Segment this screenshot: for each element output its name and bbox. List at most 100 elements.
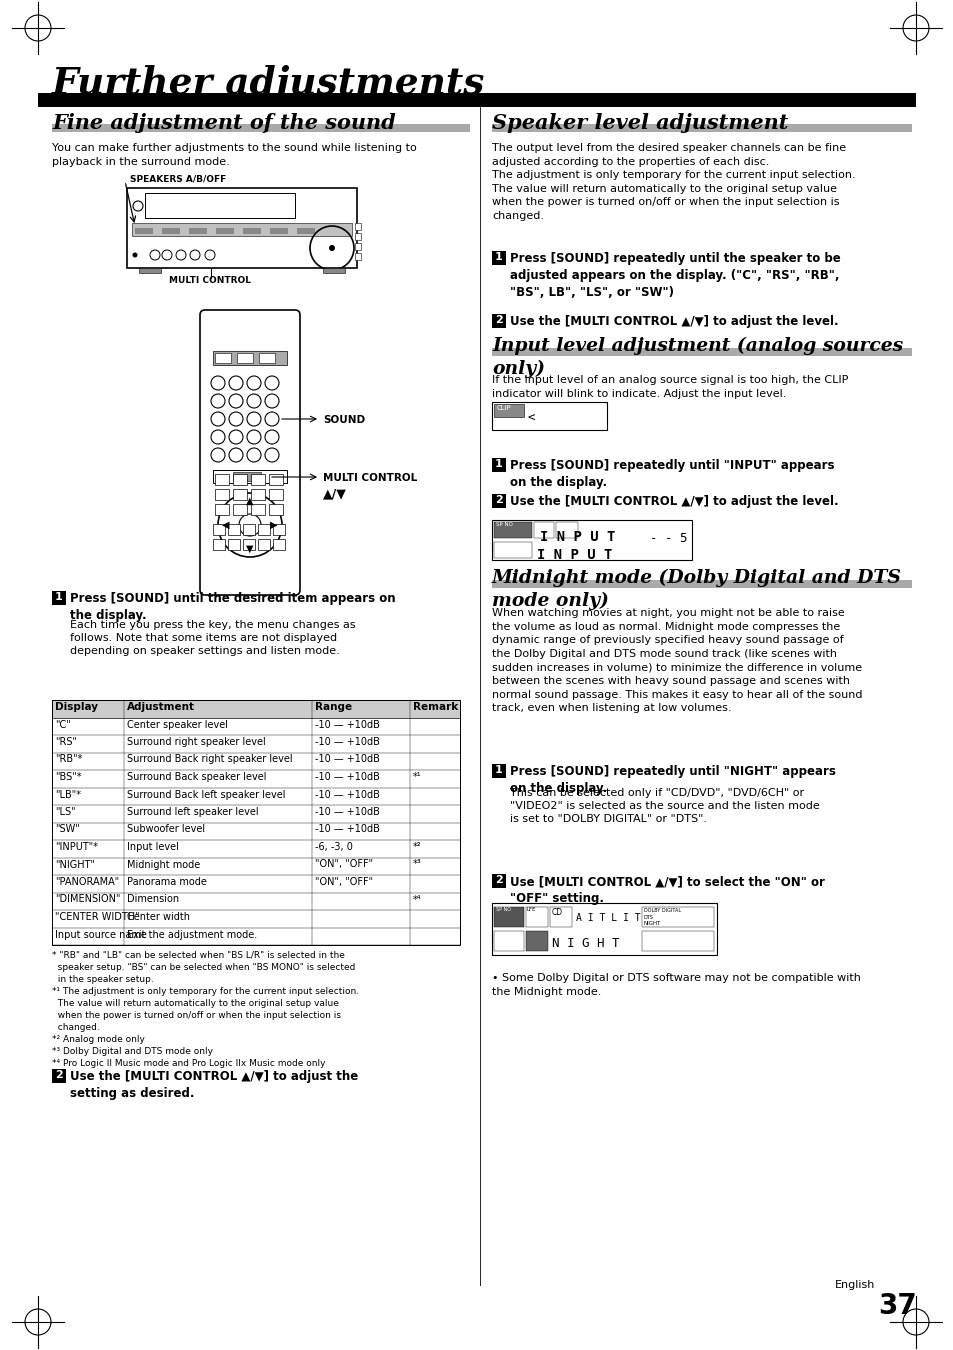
Bar — [494, 404, 523, 417]
Text: Range: Range — [314, 702, 352, 711]
Text: SP NO: SP NO — [496, 522, 513, 526]
Bar — [492, 402, 606, 431]
Text: ◀: ◀ — [222, 520, 230, 531]
Text: when the power is turned on/off or when the input selection is: when the power is turned on/off or when … — [52, 1011, 340, 1021]
Bar — [243, 228, 261, 234]
Text: Dimension: Dimension — [127, 895, 179, 905]
Text: 1: 1 — [495, 459, 502, 468]
Bar — [323, 269, 345, 273]
Bar — [52, 701, 459, 717]
Bar — [270, 228, 288, 234]
Text: Panorama mode: Panorama mode — [127, 878, 207, 887]
Text: Surround left speaker level: Surround left speaker level — [127, 807, 258, 817]
Text: Surround Back right speaker level: Surround Back right speaker level — [127, 755, 293, 764]
Text: ▶: ▶ — [270, 520, 277, 531]
FancyBboxPatch shape — [200, 310, 299, 595]
Text: Midnight mode (Dolby Digital and DTS
mode only): Midnight mode (Dolby Digital and DTS mod… — [492, 568, 901, 610]
Bar — [269, 489, 283, 500]
Bar — [213, 539, 225, 549]
Text: 37: 37 — [877, 1292, 916, 1320]
Bar — [243, 539, 254, 549]
Bar — [251, 474, 265, 485]
Text: LFE: LFE — [526, 907, 536, 913]
Text: 2: 2 — [495, 315, 502, 325]
Bar — [534, 522, 554, 539]
Text: Input level adjustment (analog sources
only): Input level adjustment (analog sources o… — [492, 338, 902, 378]
Text: -10 — +10dB: -10 — +10dB — [314, 825, 379, 834]
Text: Display: Display — [55, 702, 98, 711]
Text: "BS"*: "BS"* — [55, 772, 81, 782]
Bar — [228, 524, 240, 535]
Text: "RB"*: "RB"* — [55, 755, 82, 764]
Bar — [492, 520, 691, 560]
Text: MULTI CONTROL: MULTI CONTROL — [323, 472, 416, 483]
Bar — [492, 251, 505, 265]
Bar — [525, 931, 547, 950]
Text: -10 — +10dB: -10 — +10dB — [314, 807, 379, 817]
Text: Each time you press the key, the menu changes as
follows. Note that some items a: Each time you press the key, the menu ch… — [70, 620, 355, 656]
Bar — [525, 907, 547, 927]
Text: changed.: changed. — [52, 1023, 100, 1031]
Text: Speaker level adjustment: Speaker level adjustment — [492, 113, 787, 134]
Bar — [492, 93, 911, 107]
Text: Press [SOUND] repeatedly until "NIGHT" appears
on the display.: Press [SOUND] repeatedly until "NIGHT" a… — [510, 765, 835, 795]
Text: 2: 2 — [55, 1071, 63, 1080]
Text: Use the [MULTI CONTROL ▲/▼] to adjust the level.: Use the [MULTI CONTROL ▲/▼] to adjust th… — [510, 315, 838, 328]
Bar — [556, 522, 578, 539]
Bar — [355, 234, 360, 240]
Text: This can be selected only if "CD/DVD", "DVD/6CH" or
"VIDEO2" is selected as the : This can be selected only if "CD/DVD", "… — [510, 788, 819, 825]
Text: 2: 2 — [495, 875, 502, 886]
Text: English: English — [834, 1280, 875, 1291]
Text: Adjustment: Adjustment — [127, 702, 194, 711]
Bar — [243, 524, 254, 535]
Bar — [492, 873, 505, 888]
Circle shape — [132, 252, 137, 258]
Bar — [494, 541, 532, 558]
Bar — [273, 539, 285, 549]
Text: "LS": "LS" — [55, 807, 75, 817]
Text: *²: *² — [413, 842, 421, 852]
Bar — [214, 489, 229, 500]
Text: -10 — +10dB: -10 — +10dB — [314, 772, 379, 782]
Text: "DIMENSION": "DIMENSION" — [55, 895, 120, 905]
Bar — [550, 907, 572, 927]
Text: * "RB" and "LB" can be selected when "BS L/R" is selected in the: * "RB" and "LB" can be selected when "BS… — [52, 950, 345, 960]
Text: *⁴ Pro Logic II Music mode and Pro Logic IIx Music mode only: *⁴ Pro Logic II Music mode and Pro Logic… — [52, 1058, 325, 1068]
Text: - - 5: - - 5 — [649, 532, 687, 545]
Text: -6, -3, 0: -6, -3, 0 — [314, 842, 353, 852]
Text: *³ Dolby Digital and DTS mode only: *³ Dolby Digital and DTS mode only — [52, 1048, 213, 1056]
Text: *² Analog mode only: *² Analog mode only — [52, 1035, 145, 1044]
Bar — [215, 228, 233, 234]
Bar — [145, 193, 294, 217]
Bar — [494, 522, 532, 539]
Bar — [258, 352, 274, 363]
Bar — [251, 489, 265, 500]
Bar — [257, 524, 270, 535]
Text: Surround right speaker level: Surround right speaker level — [127, 737, 266, 747]
Bar — [213, 524, 225, 535]
Text: Center speaker level: Center speaker level — [127, 720, 228, 729]
Bar — [494, 907, 523, 927]
Text: SPEAKERS A/B/OFF: SPEAKERS A/B/OFF — [130, 176, 226, 184]
Text: Exit the adjustment mode.: Exit the adjustment mode. — [127, 930, 257, 940]
Text: Use [MULTI CONTROL ▲/▼] to select the "ON" or
"OFF" setting.: Use [MULTI CONTROL ▲/▼] to select the "O… — [510, 875, 824, 905]
Text: <: < — [527, 412, 535, 425]
Bar — [492, 580, 911, 589]
Text: "PANORAMA": "PANORAMA" — [55, 878, 119, 887]
Text: Input source name: Input source name — [55, 930, 147, 940]
Text: The value will return automatically to the original setup value: The value will return automatically to t… — [52, 999, 338, 1008]
Bar — [492, 494, 505, 508]
Bar — [269, 504, 283, 514]
Text: "SW": "SW" — [55, 825, 80, 834]
Text: SOUND: SOUND — [323, 414, 365, 425]
Text: "ON", "OFF": "ON", "OFF" — [314, 860, 373, 869]
Text: When watching movies at night, you might not be able to raise
the volume as loud: When watching movies at night, you might… — [492, 608, 862, 713]
Bar — [492, 315, 505, 328]
Text: speaker setup. "BS" can be selected when "BS MONO" is selected: speaker setup. "BS" can be selected when… — [52, 963, 355, 972]
Text: The output level from the desired speaker channels can be fine
adjusted accordin: The output level from the desired speake… — [492, 143, 855, 221]
Text: 2: 2 — [495, 495, 502, 505]
Bar — [214, 352, 231, 363]
Text: CLIP: CLIP — [497, 405, 511, 410]
Bar — [228, 539, 240, 549]
Text: "INPUT"*: "INPUT"* — [55, 842, 98, 852]
